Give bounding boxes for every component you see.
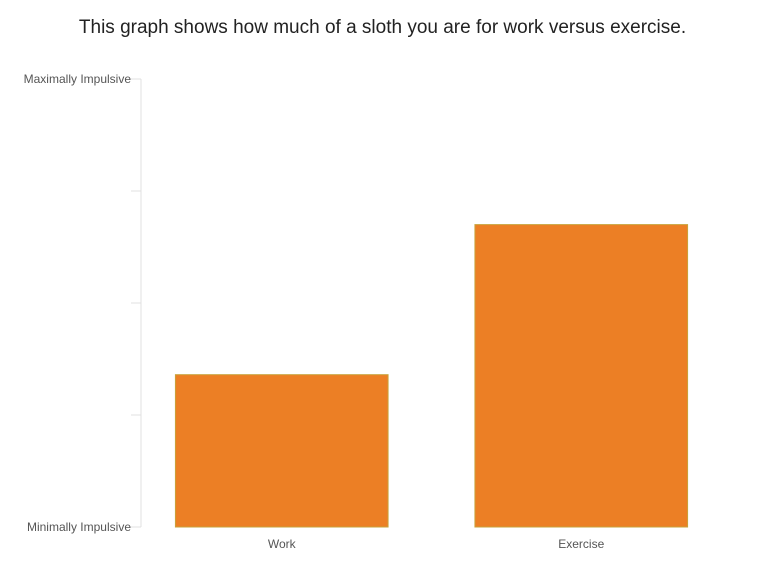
bar-series: [174, 224, 689, 528]
x-tick-label: Exercise: [558, 537, 604, 551]
bar-work: [174, 374, 389, 528]
y-tick-label: Minimally Impulsive: [27, 520, 131, 534]
bar-exercise: [474, 224, 689, 528]
x-axis: Work Exercise: [268, 537, 605, 551]
y-axis: Minimally Impulsive Maximally Impulsive: [24, 72, 142, 534]
x-tick-label: Work: [268, 537, 297, 551]
chart-title: This graph shows how much of a sloth you…: [78, 17, 687, 38]
y-tick-label: Maximally Impulsive: [24, 72, 132, 86]
